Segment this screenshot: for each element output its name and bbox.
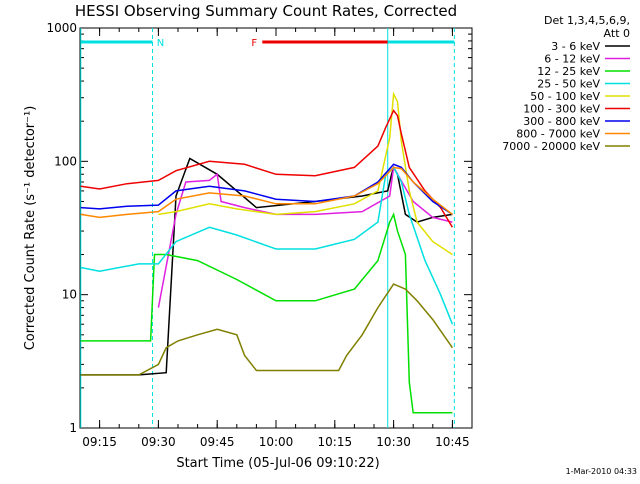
y-tick-label: 100 (54, 154, 77, 168)
interval-label: F (251, 38, 257, 49)
y-tick-label: 1 (69, 421, 77, 435)
series-line (80, 283, 454, 376)
x-tick-label: 09:30 (141, 435, 176, 449)
x-tick-label: 10:45 (435, 435, 470, 449)
series-line (80, 109, 454, 228)
legend-entry-label: 50 - 100 keV (530, 90, 600, 103)
legend-entry-label: 7000 - 20000 keV (502, 140, 600, 153)
chart-title: HESSI Observing Summary Count Rates, Cor… (75, 2, 457, 20)
legend-entry-label: 800 - 7000 keV (516, 128, 600, 141)
interval-label: N (157, 38, 164, 49)
x-tick-label: 09:45 (200, 435, 235, 449)
legend-header-1: Det 1,3,4,5,6,9, (544, 14, 630, 27)
x-tick-label: 10:00 (259, 435, 294, 449)
x-tick-label: 09:15 (82, 435, 117, 449)
x-tick-label: 10:15 (318, 435, 353, 449)
x-axis-label: Start Time (05-Jul-06 09:10:22) (176, 456, 379, 471)
plot-area: 1 10 100 1000 09:15 09:30 09:45 10:00 10:15 10:30… (46, 21, 630, 449)
legend-entry-label: 300 - 800 keV (523, 115, 600, 128)
legend-entry-label: 3 - 6 keV (551, 40, 600, 53)
legend-entry-label: 100 - 300 keV (523, 103, 600, 116)
x-tick-label: 10:30 (376, 435, 411, 449)
y-axis-label: Corrected Count Rate (s⁻¹ detector⁻¹) (23, 106, 38, 351)
series-line (157, 165, 453, 308)
series-line (80, 157, 453, 376)
series-line (80, 212, 453, 414)
legend-header-2: Att 0 (604, 27, 630, 40)
series-line (80, 166, 453, 219)
series-line (158, 91, 453, 256)
legend-entry-label: 25 - 50 keV (537, 78, 600, 91)
legend-entry-label: 12 - 25 keV (537, 65, 600, 78)
y-tick-label: 1000 (46, 21, 77, 35)
series-line (80, 166, 454, 325)
y-tick-label: 10 (62, 288, 77, 302)
footer-timestamp: 1-Mar-2010 04:33 (566, 467, 637, 476)
legend-entry-label: 6 - 12 keV (544, 53, 600, 66)
